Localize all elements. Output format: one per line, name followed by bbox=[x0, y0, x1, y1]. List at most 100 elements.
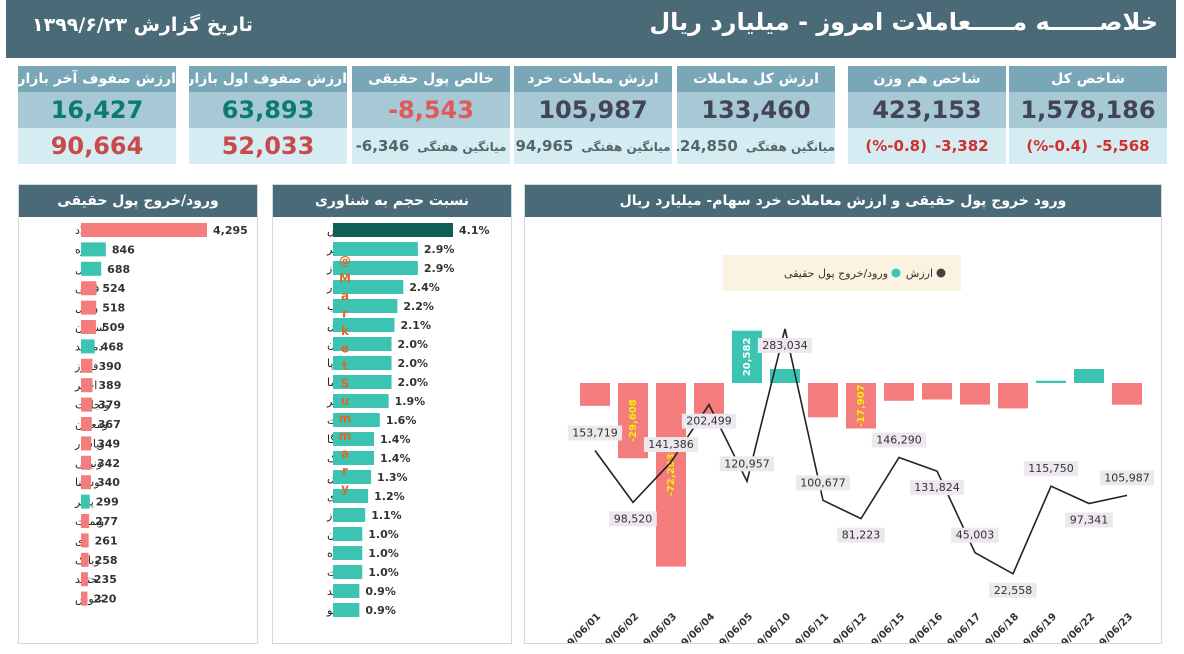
kpi-weekly-avg-value: -6,346 bbox=[355, 137, 410, 155]
kpi-weekly-avg-label: میانگین هفتگی bbox=[745, 140, 835, 154]
flow-bar bbox=[81, 223, 207, 237]
kpi-change-pct: (%-0.8) bbox=[865, 137, 927, 155]
ratio-value-label: 0.9% bbox=[365, 585, 396, 598]
watermark-char: e bbox=[341, 342, 349, 356]
value-label-text: 283,034 bbox=[762, 339, 808, 352]
kpi-value: -8,543 bbox=[352, 92, 510, 128]
value-label-bg bbox=[1023, 461, 1079, 477]
x-axis-label: 99/06/15 bbox=[865, 611, 907, 643]
flow-bar-label: -29,608 bbox=[628, 399, 639, 442]
ratio-value-label: 2.2% bbox=[403, 300, 434, 313]
watermark-char: @ bbox=[339, 254, 351, 268]
watermark-char: S bbox=[341, 377, 350, 391]
legend-line-label: ارزش bbox=[906, 267, 933, 280]
watermark-char: m bbox=[339, 412, 352, 426]
kpi-buy-queue-value: ارزش صفوف اول بازار 63,893 52,033 bbox=[189, 66, 347, 166]
flow-bar bbox=[81, 455, 92, 470]
value-label-bg bbox=[719, 456, 775, 472]
ratio-bar bbox=[333, 432, 374, 446]
ratio-bar bbox=[333, 508, 366, 522]
volume-float-title: نسبت حجم به شناوری bbox=[273, 185, 511, 217]
value-point-label: 131,824 bbox=[909, 480, 965, 496]
kpi-weekly-avg-value: 124,850 bbox=[677, 137, 738, 155]
flow-value-label: 518 bbox=[102, 302, 125, 315]
flow-bar bbox=[81, 358, 93, 373]
kpi-change-pct: (%-0.4) bbox=[1026, 137, 1088, 155]
value-label-text: 120,957 bbox=[724, 457, 770, 470]
ratio-bar bbox=[333, 337, 392, 351]
flow-bar-label: 20,582 bbox=[742, 338, 753, 377]
ratio-bar bbox=[333, 527, 363, 541]
kpi-value: 105,987 bbox=[514, 92, 672, 128]
watermark-char: m bbox=[339, 429, 352, 443]
kpi-weekly-avg-value: 94,965 bbox=[515, 137, 574, 155]
value-label-bg bbox=[1065, 512, 1113, 528]
real-money-flow-chart: فولاد4,295کاوه846کگل688فملی524وملل518سام… bbox=[74, 223, 248, 606]
kpi-weekly-avg: میانگین هفتگی 94,965 bbox=[514, 128, 672, 164]
kpi-title: ارزش کل معاملات bbox=[677, 66, 835, 92]
flow-value-label: 468 bbox=[101, 340, 124, 353]
value-point-label: 146,290 bbox=[871, 432, 927, 448]
flow-bar bbox=[808, 383, 838, 418]
value-label-bg bbox=[643, 437, 699, 453]
ratio-value-label: 2.9% bbox=[424, 262, 455, 275]
flow-bar bbox=[1112, 383, 1142, 405]
legend-bar-label: ورود/خروج پول حقیقی bbox=[784, 267, 888, 280]
kpi-change: -5,568 (%-0.4) bbox=[1009, 128, 1167, 164]
flow-bar-label: -17,907 bbox=[856, 384, 867, 427]
kpi-value: 423,153 bbox=[848, 92, 1006, 128]
value-label-text: 45,003 bbox=[956, 529, 995, 542]
flow-bar bbox=[81, 475, 91, 490]
flow-bar bbox=[656, 383, 686, 567]
ratio-value-label: 1.6% bbox=[386, 414, 417, 427]
ratio-bar bbox=[333, 223, 453, 237]
report-date-label: تاریخ گزارش bbox=[133, 14, 253, 36]
ratio-value-label: 1.9% bbox=[395, 395, 426, 408]
ratio-bar bbox=[333, 565, 363, 579]
real-money-flow-title: ورود/خروج پول حقیقی bbox=[19, 185, 257, 217]
kpi-title: ارزش معاملات خرد bbox=[514, 66, 672, 92]
flow-value-label: 367 bbox=[98, 418, 121, 431]
flow-value-label: 261 bbox=[95, 534, 118, 547]
kpi-net-real-money: خالص پول حقیقی -8,543 میانگین هفتگی -6,34… bbox=[352, 66, 510, 166]
value-point-label: 141,386 bbox=[643, 437, 699, 453]
flow-bar bbox=[81, 552, 89, 567]
value-label-text: 153,719 bbox=[572, 427, 618, 440]
combined-chart: ارزش ورود/خروج پول حقیقی -29,608 -72,283 20,… bbox=[561, 255, 1155, 654]
kpi-title: خالص پول حقیقی bbox=[352, 66, 510, 92]
flow-value-label: 277 bbox=[95, 515, 118, 528]
value-point-label: 283,034 bbox=[757, 337, 813, 353]
flow-bar bbox=[998, 383, 1028, 409]
value-point-label: 45,003 bbox=[951, 527, 999, 543]
ratio-bar bbox=[333, 413, 380, 427]
combined-chart-title: ورود خروج پول حقیقی و ارزش معاملات خرد س… bbox=[525, 185, 1161, 217]
report-date: تاریخ گزارش ۱۳۹۹/۶/۲۳ bbox=[32, 14, 253, 36]
value-label-text: 97,341 bbox=[1070, 513, 1109, 526]
ratio-value-label: 0.9% bbox=[365, 604, 396, 617]
kpi-value: 16,427 bbox=[18, 92, 176, 128]
value-label-bg bbox=[757, 337, 813, 353]
kpi-secondary-value: 90,664 bbox=[18, 128, 176, 164]
flow-bar bbox=[81, 378, 93, 393]
ratio-value-label: 2.0% bbox=[398, 338, 429, 351]
kpi-title: شاخص هم وزن bbox=[848, 66, 1006, 92]
value-point-label: 153,719 bbox=[567, 425, 623, 441]
x-axis-label: 99/06/22 bbox=[1055, 611, 1097, 643]
value-label-bg bbox=[989, 582, 1037, 598]
ratio-value-label: 2.0% bbox=[398, 376, 429, 389]
real-money-flow-panel: ورود/خروج پول حقیقی فولاد4,295کاوه846کگل… bbox=[18, 184, 258, 644]
flow-bar bbox=[81, 533, 89, 548]
watermark-char: t bbox=[342, 359, 348, 373]
flow-bar bbox=[884, 383, 914, 401]
ratio-bar bbox=[333, 280, 404, 294]
dashboard-header: خلاصــــــه مـــــعاملات امروز - میلیارد… bbox=[6, 0, 1176, 58]
ratio-bar bbox=[333, 470, 372, 484]
value-label-text: 100,677 bbox=[800, 476, 846, 489]
x-axis-label: 99/06/23 bbox=[1093, 611, 1135, 643]
watermark-char: a bbox=[341, 447, 349, 461]
value-label-text: 105,987 bbox=[1104, 471, 1150, 484]
ratio-bar bbox=[333, 603, 360, 617]
value-point-label: 98,520 bbox=[609, 511, 657, 527]
combined-chart-panel: ورود خروج پول حقیقی و ارزش معاملات خرد س… bbox=[524, 184, 1162, 654]
watermark-char: u bbox=[341, 394, 350, 408]
